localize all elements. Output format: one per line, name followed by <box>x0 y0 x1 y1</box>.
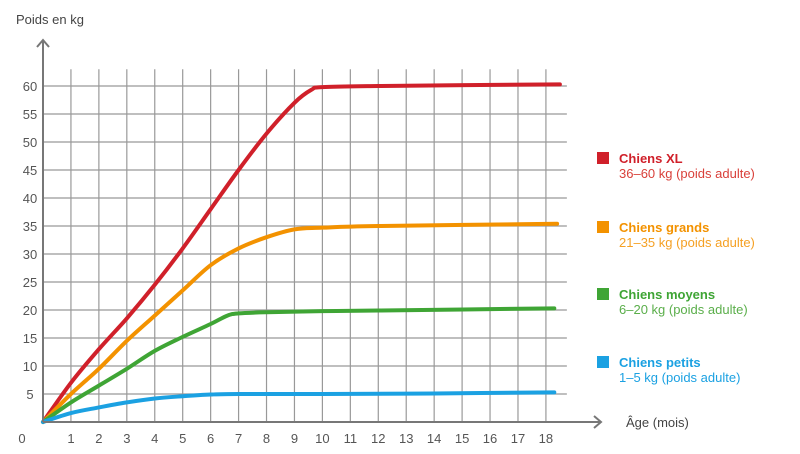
legend-swatch <box>597 221 609 233</box>
series-lines <box>41 82 562 424</box>
legend-series-name: Chiens XL <box>619 151 683 166</box>
legend-series-subtitle: 21–35 kg (poids adulte) <box>619 235 755 250</box>
legend-series-subtitle: 1–5 kg (poids adulte) <box>619 370 740 385</box>
x-tick-label: 12 <box>371 431 385 446</box>
y-tick-label: 20 <box>23 303 37 318</box>
x-tick-label: 2 <box>95 431 102 446</box>
x-tick-label: 4 <box>151 431 158 446</box>
axes <box>36 38 603 429</box>
legend-swatch <box>597 152 609 164</box>
x-tick-label: 1 <box>67 431 74 446</box>
y-tick-label: 60 <box>23 79 37 94</box>
y-tick-label: 40 <box>23 191 37 206</box>
y-tick-label: 5 <box>26 387 33 402</box>
x-axis-arrow-icon <box>593 415 603 429</box>
y-axis-arrow-icon <box>36 38 50 48</box>
y-tick-label: 55 <box>23 107 37 122</box>
y-axis-label: Poids en kg <box>16 12 84 27</box>
legend-swatch <box>597 356 609 368</box>
x-tick-label: 16 <box>483 431 497 446</box>
series-line-1 <box>41 82 562 424</box>
tick-labels: 1 2 3 4 5 6 7 8 9 10 11 12 13 14 15 16 17 180510152025303… <box>18 79 553 446</box>
x-tick-label: 8 <box>263 431 270 446</box>
legend-series-name: Chiens petits <box>619 355 701 370</box>
x-tick-label: 13 <box>399 431 413 446</box>
y-tick-label: 25 <box>23 275 37 290</box>
legend-swatch <box>597 288 609 300</box>
series-line-4 <box>41 390 557 424</box>
x-tick-label: 9 <box>291 431 298 446</box>
x-tick-label: 7 <box>235 431 242 446</box>
legend-series-name: Chiens grands <box>619 220 709 235</box>
x-tick-label: 6 <box>207 431 214 446</box>
x-tick-label: 18 <box>539 431 553 446</box>
y-tick-label: 15 <box>23 331 37 346</box>
y-tick-label: 45 <box>23 163 37 178</box>
x-axis-label: Âge (mois) <box>626 415 689 430</box>
y-tick-label: 0 <box>18 431 25 446</box>
legend-series-subtitle: 6–20 kg (poids adulte) <box>619 302 748 317</box>
x-tick-label: 15 <box>455 431 469 446</box>
series-line-3 <box>41 306 557 424</box>
x-tick-label: 5 <box>179 431 186 446</box>
y-tick-label: 30 <box>23 247 37 262</box>
y-tick-label: 10 <box>23 359 37 374</box>
legend-series-subtitle: 36–60 kg (poids adulte) <box>619 166 755 181</box>
x-tick-label: 10 <box>315 431 329 446</box>
legend-series-name: Chiens moyens <box>619 287 715 302</box>
x-tick-label: 3 <box>123 431 130 446</box>
x-tick-label: 14 <box>427 431 441 446</box>
grid <box>43 69 567 422</box>
y-tick-label: 35 <box>23 219 37 234</box>
series-line-2 <box>41 221 560 424</box>
y-tick-label: 50 <box>23 135 37 150</box>
x-tick-label: 17 <box>511 431 525 446</box>
x-tick-label: 11 <box>344 431 358 446</box>
